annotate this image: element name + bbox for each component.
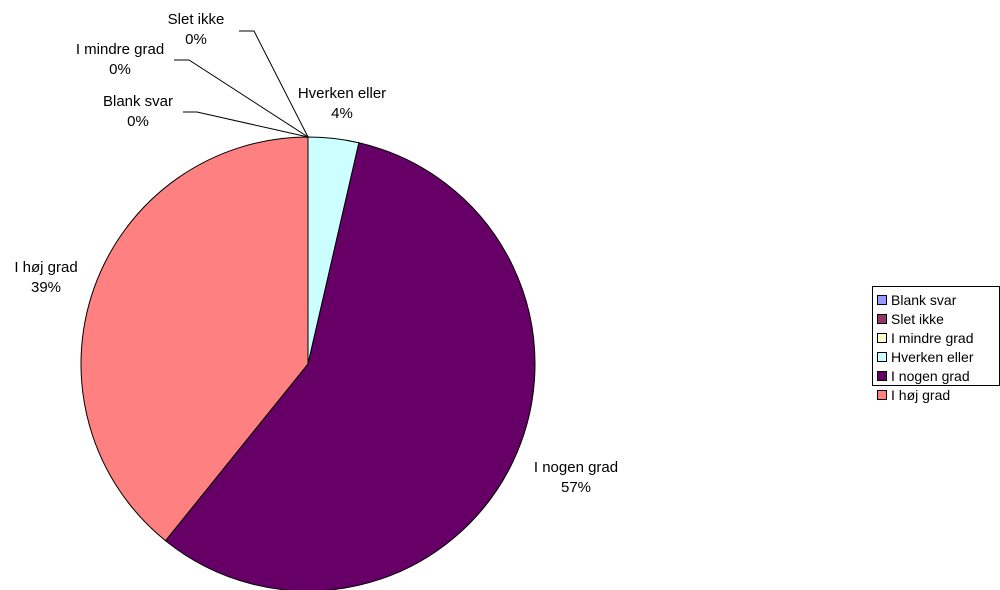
legend-swatch	[877, 332, 887, 343]
legend-label: I nogen grad	[891, 367, 970, 384]
legend-label: I mindre grad	[891, 329, 974, 346]
legend-item-hverken-eller: Hverken eller	[877, 347, 999, 366]
legend-label: I høj grad	[891, 386, 951, 403]
legend-swatch	[877, 294, 887, 305]
pie-slices	[80, 136, 536, 590]
slice-label-slet-ikke: Slet ikke 0%	[168, 11, 225, 48]
slice-labels: Blank svar 0% Slet ikke 0%I mindre grad 0% Hv…	[14, 11, 618, 496]
legend-swatch	[877, 370, 887, 381]
leader-lines	[174, 30, 309, 138]
pie-slice-i-hoj-grad	[80, 136, 309, 542]
legend-swatch	[877, 389, 887, 400]
legend-item-i-nogen-grad: I nogen grad	[877, 366, 999, 385]
legend-swatch	[877, 351, 887, 362]
slice-label-i-nogen-grad: I nogen grad 57%	[534, 459, 618, 496]
legend-label: Blank svar	[891, 291, 957, 308]
legend-swatch	[877, 313, 887, 324]
legend-label: Slet ikke	[891, 310, 944, 327]
leader-line-i-mindre-grad	[174, 59, 309, 138]
chart-legend: Blank svar Slet ikke I mindre grad Hverk…	[872, 286, 1000, 403]
slice-label-i-mindre-grad: I mindre grad 0%	[76, 41, 164, 78]
leader-line-slet-ikke	[239, 30, 309, 138]
legend-item-i-hoj-grad: I høj grad	[877, 385, 999, 404]
slice-label-i-hoj-grad: I høj grad 39%	[14, 259, 77, 296]
legend-label: Hverken eller	[891, 348, 974, 365]
legend-item-i-mindre-grad: I mindre grad	[877, 328, 999, 347]
leader-line-blank-svar	[183, 111, 309, 138]
slice-label-hverken-eller: Hverken eller 4%	[298, 85, 386, 122]
slice-label-blank-svar: Blank svar 0%	[103, 93, 173, 130]
pie-slice-i-nogen-grad	[164, 142, 536, 590]
legend-item-slet-ikke: Slet ikke	[877, 309, 999, 328]
legend-item-blank-svar: Blank svar	[877, 290, 999, 309]
